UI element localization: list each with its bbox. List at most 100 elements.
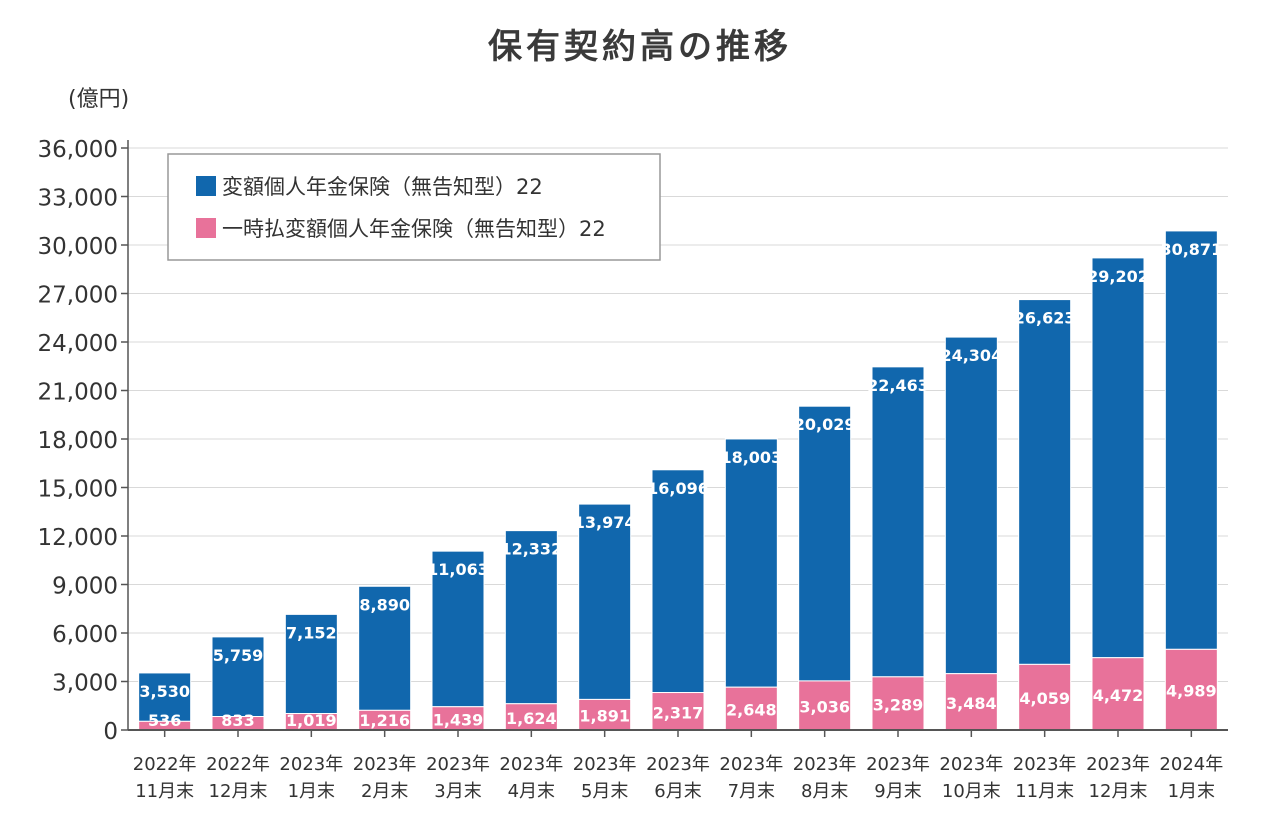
data-label-total: 22,463	[867, 376, 929, 395]
data-label-lump-sum: 4,989	[1166, 682, 1217, 701]
data-label-lump-sum: 1,216	[359, 711, 410, 730]
bar-segment-lump-sum	[871, 676, 925, 731]
bar-segment-total	[871, 366, 925, 678]
bar-segment-lump-sum	[724, 686, 778, 731]
data-label-total: 3,530	[139, 682, 190, 701]
bar-segment-lump-sum	[1164, 648, 1218, 731]
bar-segment-lump-sum	[798, 680, 852, 731]
x-tick-label-year: 2023年	[499, 754, 563, 775]
x-tick-label-month: 3月末	[434, 781, 481, 802]
legend-swatch	[196, 218, 216, 238]
y-tick-label: 33,000	[38, 186, 118, 212]
y-tick-label: 9,000	[52, 574, 118, 600]
data-label-total: 8,890	[359, 595, 410, 614]
x-tick-label-month: 10月末	[942, 781, 1001, 802]
bar-segment-total	[1018, 299, 1072, 665]
x-tick-label-month: 5月末	[581, 781, 628, 802]
x-tick-label-year: 2023年	[279, 754, 343, 775]
y-tick-label: 3,000	[52, 671, 118, 697]
data-label-total: 11,063	[427, 560, 489, 579]
x-tick-label-month: 11月末	[135, 781, 194, 802]
data-label-total: 20,029	[794, 415, 856, 434]
data-label-total: 12,332	[500, 540, 562, 559]
x-tick-label-year: 2022年	[133, 754, 197, 775]
bar-segment-lump-sum	[1018, 663, 1072, 731]
x-tick-label-month: 12月末	[1089, 781, 1148, 802]
y-tick-label: 6,000	[52, 622, 118, 648]
bars: 3,530 536 5,759 833 7,152 1,019 8,890 1,216 11,0…	[138, 230, 1222, 731]
bar-segment-total	[578, 503, 632, 700]
x-tick-label-year: 2023年	[573, 754, 637, 775]
data-label-lump-sum: 1,891	[579, 707, 630, 726]
x-tick-label-month: 8月末	[801, 781, 848, 802]
legend-box	[167, 153, 661, 261]
data-label-total: 13,974	[574, 513, 636, 532]
y-axis: 0 3,000 6,000 9,000 12,000 15,000 18,000 21,000…	[38, 137, 129, 745]
x-tick-label-year: 2023年	[426, 754, 490, 775]
y-tick-label: 12,000	[38, 525, 118, 551]
x-tick-label-month: 1月末	[288, 781, 335, 802]
x-tick-label-month: 7月末	[728, 781, 775, 802]
chart-title: 保有契約高の推移	[488, 27, 792, 67]
data-label-lump-sum: 4,472	[1093, 686, 1144, 705]
bar-segment-lump-sum	[651, 692, 705, 731]
x-tick-label-month: 4月末	[508, 781, 555, 802]
x-tick-label-month: 12月末	[209, 781, 268, 802]
bar-segment-total	[284, 613, 338, 715]
data-label-lump-sum: 4,059	[1019, 689, 1070, 708]
bar-segment-total	[1091, 257, 1145, 659]
bar-segment-total	[211, 636, 265, 718]
x-axis: 2022年 11月末 2022年 12月末 2023年 1月末 2023年 2月末 2023年 3…	[128, 729, 1228, 802]
data-label-lump-sum: 3,484	[946, 694, 997, 713]
x-tick-label-month: 2月末	[361, 781, 408, 802]
bar-segment-total	[724, 438, 778, 688]
data-label-lump-sum: 1,439	[433, 710, 484, 729]
bar-segment-total	[1164, 230, 1218, 650]
bar-segment-total	[944, 336, 998, 675]
data-label-lump-sum: 3,289	[873, 695, 924, 714]
legend: 変額個人年金保険（無告知型）22 一時払変額個人年金保険（無告知型）22	[167, 153, 661, 261]
x-tick-label-year: 2024年	[1159, 754, 1223, 775]
data-label-lump-sum: 1,624	[506, 709, 557, 728]
x-tick-label-month: 1月末	[1168, 781, 1215, 802]
y-tick-label: 30,000	[38, 234, 118, 260]
y-tick-label: 36,000	[38, 137, 118, 163]
data-label-lump-sum: 1,019	[286, 711, 337, 730]
x-tick-label-month: 9月末	[874, 781, 921, 802]
bar-segment-lump-sum	[578, 698, 632, 731]
x-tick-label-year: 2023年	[793, 754, 857, 775]
x-tick-label-month: 6月末	[654, 781, 701, 802]
x-tick-label-year: 2023年	[646, 754, 710, 775]
x-tick-label-year: 2023年	[939, 754, 1003, 775]
y-tick-label: 15,000	[38, 477, 118, 503]
data-label-total: 18,003	[720, 448, 782, 467]
bar-segment-total	[358, 585, 412, 711]
x-tick-label-year: 2023年	[1086, 754, 1150, 775]
legend-swatch	[196, 176, 216, 196]
y-tick-label: 21,000	[38, 380, 118, 406]
data-label-total: 29,202	[1087, 267, 1149, 286]
data-label-total: 30,871	[1160, 240, 1222, 259]
x-tick-label-year: 2022年	[206, 754, 270, 775]
x-tick-label-year: 2023年	[719, 754, 783, 775]
data-label-lump-sum: 2,648	[726, 701, 777, 720]
data-label-total: 24,304	[940, 346, 1002, 365]
data-label-total: 5,759	[213, 646, 264, 665]
y-tick-label: 18,000	[38, 428, 118, 454]
bar-segment-lump-sum	[504, 703, 558, 731]
legend-label: 変額個人年金保険（無告知型）22	[222, 175, 543, 199]
bar-segment-total	[431, 550, 485, 708]
x-tick-label-month: 11月末	[1015, 781, 1074, 802]
data-label-total: 16,096	[647, 479, 709, 498]
data-label-lump-sum: 536	[148, 711, 181, 730]
bar-segment-total	[798, 405, 852, 682]
bar-segment-lump-sum	[944, 673, 998, 731]
data-label-lump-sum: 833	[221, 711, 254, 730]
data-label-lump-sum: 3,036	[799, 697, 850, 716]
y-tick-label: 0	[103, 719, 118, 745]
bar-segment-total	[504, 530, 558, 705]
x-tick-label-year: 2023年	[866, 754, 930, 775]
x-tick-label-year: 2023年	[353, 754, 417, 775]
